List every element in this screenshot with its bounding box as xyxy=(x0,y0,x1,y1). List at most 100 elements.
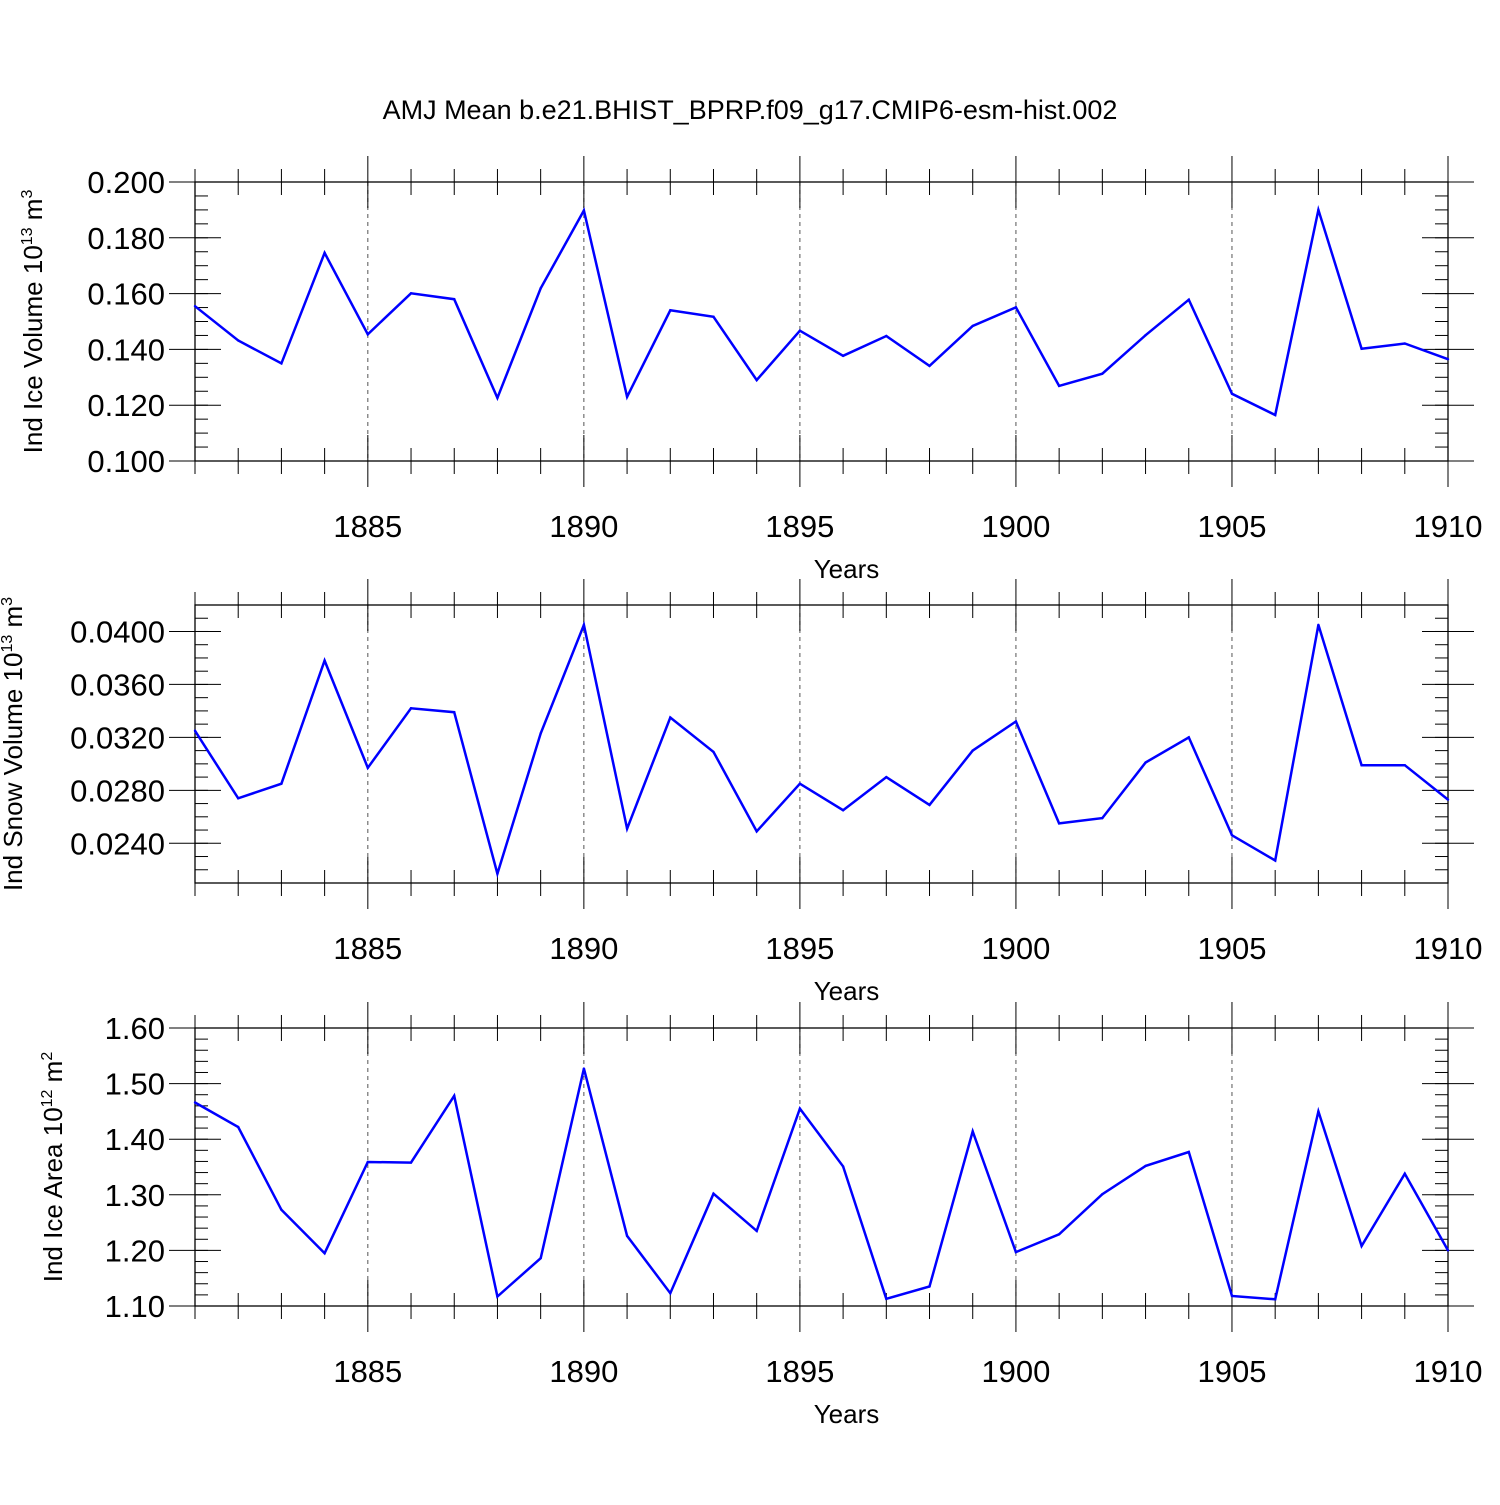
y-tick-label-0.0280: 0.0280 xyxy=(70,773,165,808)
data-point-1902 xyxy=(1101,372,1104,375)
data-point-1902 xyxy=(1101,1193,1104,1196)
y-axis-label-text: m xyxy=(0,606,28,635)
data-point-1889 xyxy=(539,732,542,735)
panel-3: 1.10 1.20 1.30 1.40 1.50 1.60 1885 1890 1895 1900… xyxy=(38,1002,1482,1429)
data-point-1888 xyxy=(496,1295,499,1298)
x-tick-label-1895: 1895 xyxy=(765,509,834,544)
y-tick-label-1.20: 1.20 xyxy=(105,1233,165,1268)
y-axis-label-text: m xyxy=(18,199,48,228)
data-point-1903 xyxy=(1144,333,1147,337)
x-axis-label: Years xyxy=(814,976,880,1006)
data-point-1904 xyxy=(1187,1150,1190,1154)
y-tick-label-1.60: 1.60 xyxy=(105,1011,165,1046)
y-tick-label-0.120: 0.120 xyxy=(87,388,165,423)
data-point-1890 xyxy=(582,209,586,212)
data-point-1906 xyxy=(1273,859,1277,862)
data-point-1898 xyxy=(928,1285,931,1288)
data-point-1907 xyxy=(1317,1110,1320,1113)
data-point-1881 xyxy=(193,729,197,732)
x-tick-label-1900: 1900 xyxy=(981,509,1050,544)
data-point-1905 xyxy=(1230,392,1234,395)
data-point-1885 xyxy=(366,766,370,770)
plot-frame xyxy=(194,1027,1449,1307)
data-point-1904 xyxy=(1187,298,1190,301)
data-point-1883 xyxy=(280,1208,283,1212)
x-tick-label-1890: 1890 xyxy=(549,509,618,544)
data-point-1903 xyxy=(1144,761,1147,764)
data-point-1908 xyxy=(1360,347,1363,351)
data-point-1889 xyxy=(539,287,542,290)
series-line xyxy=(194,1068,1450,1301)
data-point-1895 xyxy=(798,782,802,785)
data-point-1900 xyxy=(1014,720,1018,723)
y-tick-label-0.0400: 0.0400 xyxy=(70,614,165,649)
data-point-1902 xyxy=(1101,816,1104,820)
series-line xyxy=(193,620,1449,879)
data-point-1899 xyxy=(971,324,974,328)
data-point-1886 xyxy=(409,1161,413,1164)
data-point-1899 xyxy=(971,749,974,752)
data-point-1909 xyxy=(1403,763,1406,767)
y-tick-label-0.0320: 0.0320 xyxy=(70,720,165,755)
data-point-1881 xyxy=(193,304,197,308)
data-point-1884 xyxy=(323,659,326,662)
data-point-1896 xyxy=(841,1165,845,1168)
y-axis-label-text: Ind Ice Area 10 xyxy=(38,1107,68,1282)
x-tick-label-1885: 1885 xyxy=(333,931,402,966)
y-axis-label-superscript: 3 xyxy=(19,190,36,199)
data-point-1882 xyxy=(237,797,240,800)
data-point-1899 xyxy=(971,1130,974,1133)
data-point-1886 xyxy=(409,292,413,295)
data-point-1909 xyxy=(1403,1172,1406,1175)
y-axis-label: Ind Ice Volume 1013 m3 xyxy=(18,190,48,454)
x-tick-label-1900: 1900 xyxy=(981,1354,1050,1389)
data-point-1896 xyxy=(841,808,845,812)
y-axis-label-superscript: 2 xyxy=(39,1052,56,1061)
x-tick-label-1895: 1895 xyxy=(765,1354,834,1389)
data-point-1883 xyxy=(280,362,283,365)
data-point-1906 xyxy=(1273,413,1277,417)
x-tick-label-1885: 1885 xyxy=(333,1354,402,1389)
data-point-1886 xyxy=(409,707,413,710)
data-point-1907 xyxy=(1317,623,1320,627)
data-point-1909 xyxy=(1403,342,1406,345)
y-tick-label-1.50: 1.50 xyxy=(105,1067,165,1102)
data-point-1898 xyxy=(928,803,931,807)
x-tick-label-1905: 1905 xyxy=(1197,509,1266,544)
data-point-1887 xyxy=(453,1094,456,1098)
x-axis-label: Years xyxy=(814,554,880,584)
data-point-1908 xyxy=(1360,1244,1363,1248)
data-point-1894 xyxy=(755,378,758,382)
data-point-1890 xyxy=(582,623,586,627)
data-point-1900 xyxy=(1014,306,1018,309)
data-point-1897 xyxy=(885,1297,888,1300)
data-point-1908 xyxy=(1360,763,1363,767)
data-point-1888 xyxy=(496,872,499,875)
data-point-1891 xyxy=(625,827,629,830)
y-tick-label-0.0360: 0.0360 xyxy=(70,667,165,702)
data-point-1901 xyxy=(1057,822,1061,825)
x-tick-label-1895: 1895 xyxy=(765,931,834,966)
y-tick-label-0.140: 0.140 xyxy=(87,332,165,367)
data-point-1893 xyxy=(712,315,715,318)
data-point-1901 xyxy=(1057,1233,1061,1236)
x-tick-label-1910: 1910 xyxy=(1414,509,1483,544)
y-axis-label-text: Ind Snow Volume 10 xyxy=(0,653,28,892)
x-tick-label-1905: 1905 xyxy=(1197,931,1266,966)
x-tick-label-1910: 1910 xyxy=(1414,1354,1483,1389)
data-point-1883 xyxy=(280,782,283,785)
data-point-1888 xyxy=(496,396,499,400)
data-point-1882 xyxy=(237,339,240,342)
y-tick-label-1.10: 1.10 xyxy=(105,1289,165,1324)
y-tick-label-1.30: 1.30 xyxy=(105,1178,165,1213)
data-point-1907 xyxy=(1317,208,1320,212)
y-axis-label-text: Ind Ice Volume 10 xyxy=(18,245,48,453)
data-point-1885 xyxy=(366,333,370,336)
data-point-1910 xyxy=(1446,357,1450,361)
data-point-1897 xyxy=(885,775,888,779)
data-point-1891 xyxy=(625,1234,629,1238)
series-line xyxy=(194,204,1449,417)
y-tick-label-0.0240: 0.0240 xyxy=(70,826,165,861)
data-point-1898 xyxy=(928,364,931,368)
